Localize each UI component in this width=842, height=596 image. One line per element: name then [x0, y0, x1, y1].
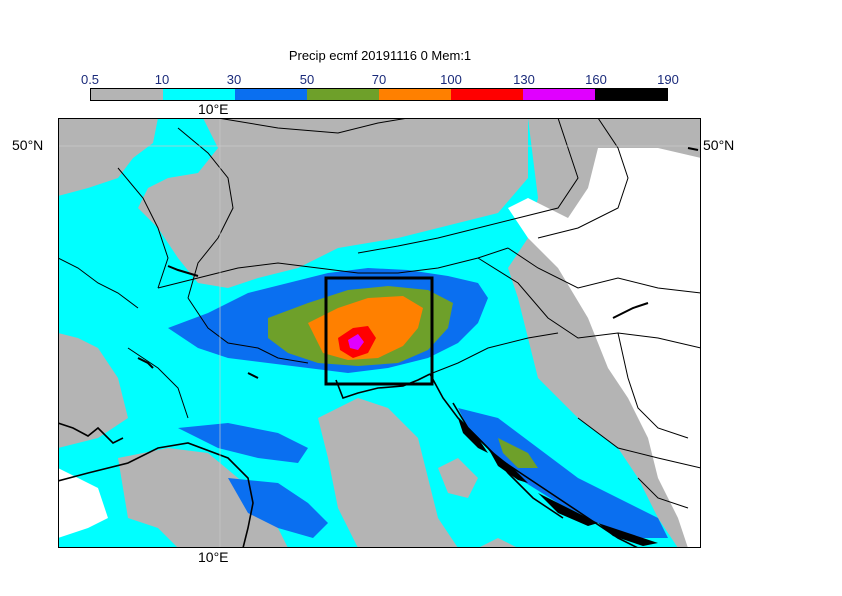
- country-borders: [58, 118, 701, 509]
- precip-field-high-coast: [498, 438, 538, 468]
- colorbar: [90, 88, 668, 101]
- colorbar-segment-6: [523, 89, 595, 100]
- colorbar-tick-2: 30: [226, 72, 242, 87]
- islands: [458, 418, 658, 546]
- lon-label-top: 10°E: [198, 101, 229, 117]
- lakes: [137, 147, 699, 379]
- colorbar-segment-7: [595, 89, 667, 100]
- colorbar-segment-2: [235, 89, 307, 100]
- colorbar-tick-3: 50: [299, 72, 315, 87]
- colorbar-tick-6: 130: [513, 72, 535, 87]
- colorbar-tick-8: 190: [657, 72, 679, 87]
- lat-label-right: 50°N: [703, 137, 735, 153]
- lon-label-bottom: 10°E: [198, 549, 229, 565]
- colorbar-segment-3: [307, 89, 379, 100]
- colorbar-tick-1: 10: [154, 72, 170, 87]
- graticule: [58, 118, 701, 548]
- colorbar-segment-5: [451, 89, 523, 100]
- colorbar-segment-1: [163, 89, 235, 100]
- colorbar-tick-4: 70: [371, 72, 387, 87]
- colorbar-segment-0: [91, 89, 163, 100]
- colorbar-tick-0: 0.5: [80, 72, 100, 87]
- map-title: Precip ecmf 20191116 0 Mem:1: [288, 48, 472, 63]
- precip-field-peak: [348, 334, 364, 350]
- target-region-box: [324, 276, 434, 386]
- map-frame: [58, 118, 701, 548]
- colorbar-segment-4: [379, 89, 451, 100]
- precip-field-none: [58, 148, 701, 548]
- lat-label-left: 50°N: [12, 137, 44, 153]
- precip-map: [58, 118, 701, 548]
- colorbar-tick-7: 160: [585, 72, 607, 87]
- colorbar-tick-5: 100: [440, 72, 462, 87]
